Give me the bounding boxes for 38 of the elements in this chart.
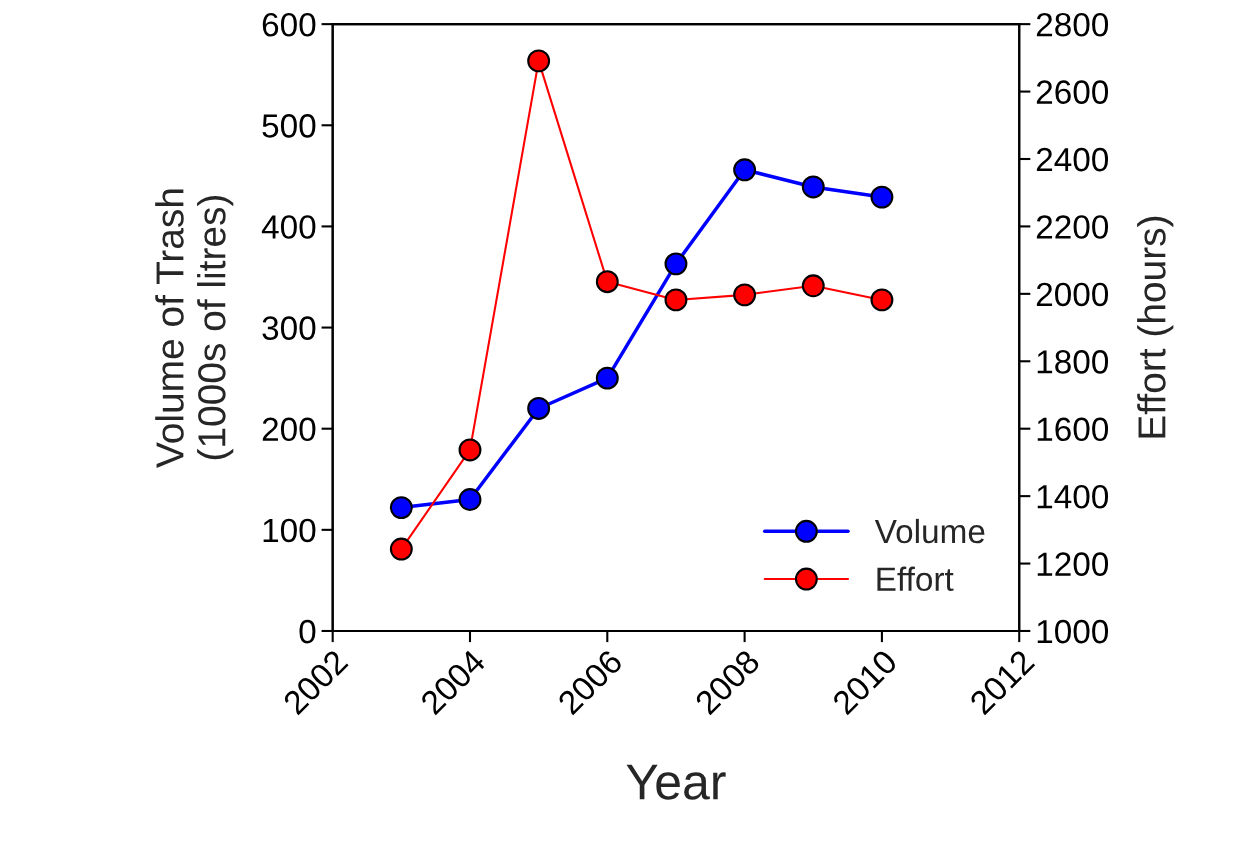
x-axis-title: Year [626,764,726,800]
point [527,49,551,73]
y2-tick-label: 1000 [1037,619,1109,644]
y-tick-label: 200 [262,417,316,442]
y2-tick-label: 2000 [1036,282,1109,307]
y-tick-label: 300 [262,316,316,340]
y2-tick-label: 2800 [1036,12,1109,37]
point [595,366,619,390]
point [595,270,619,294]
legend-label: Effort [877,566,954,592]
y2-tick-label: 1600 [1037,417,1109,442]
point [664,252,688,276]
point [389,496,413,520]
point [870,288,894,312]
y-axis-title: Volume of Trash (1000s of litres) [155,189,234,468]
y2-tick-label: 1800 [1037,350,1109,374]
y-tick-label: 500 [262,114,316,138]
y-tick-label: 0 [299,619,316,644]
y2-tick-label: 2600 [1036,80,1109,104]
point [733,158,757,182]
point [389,537,413,561]
y-tick-label: 100 [263,518,316,543]
point [664,288,688,312]
point [733,283,757,307]
y2-tick-label: 2200 [1036,215,1109,239]
point [458,488,482,511]
y2-axis-title: Effort (hours) [1137,216,1174,438]
point [870,185,894,209]
point [527,397,551,420]
legend-label: Volume [874,518,985,544]
y2-tick-label: 1400 [1037,484,1109,509]
y2-tick-label: 1200 [1037,552,1109,576]
point [458,438,482,462]
y-tick-label: 400 [261,215,316,239]
y2-tick-label: 2400 [1036,147,1109,172]
point [801,274,825,298]
y-tick-label: 600 [262,12,316,37]
point [801,175,825,199]
